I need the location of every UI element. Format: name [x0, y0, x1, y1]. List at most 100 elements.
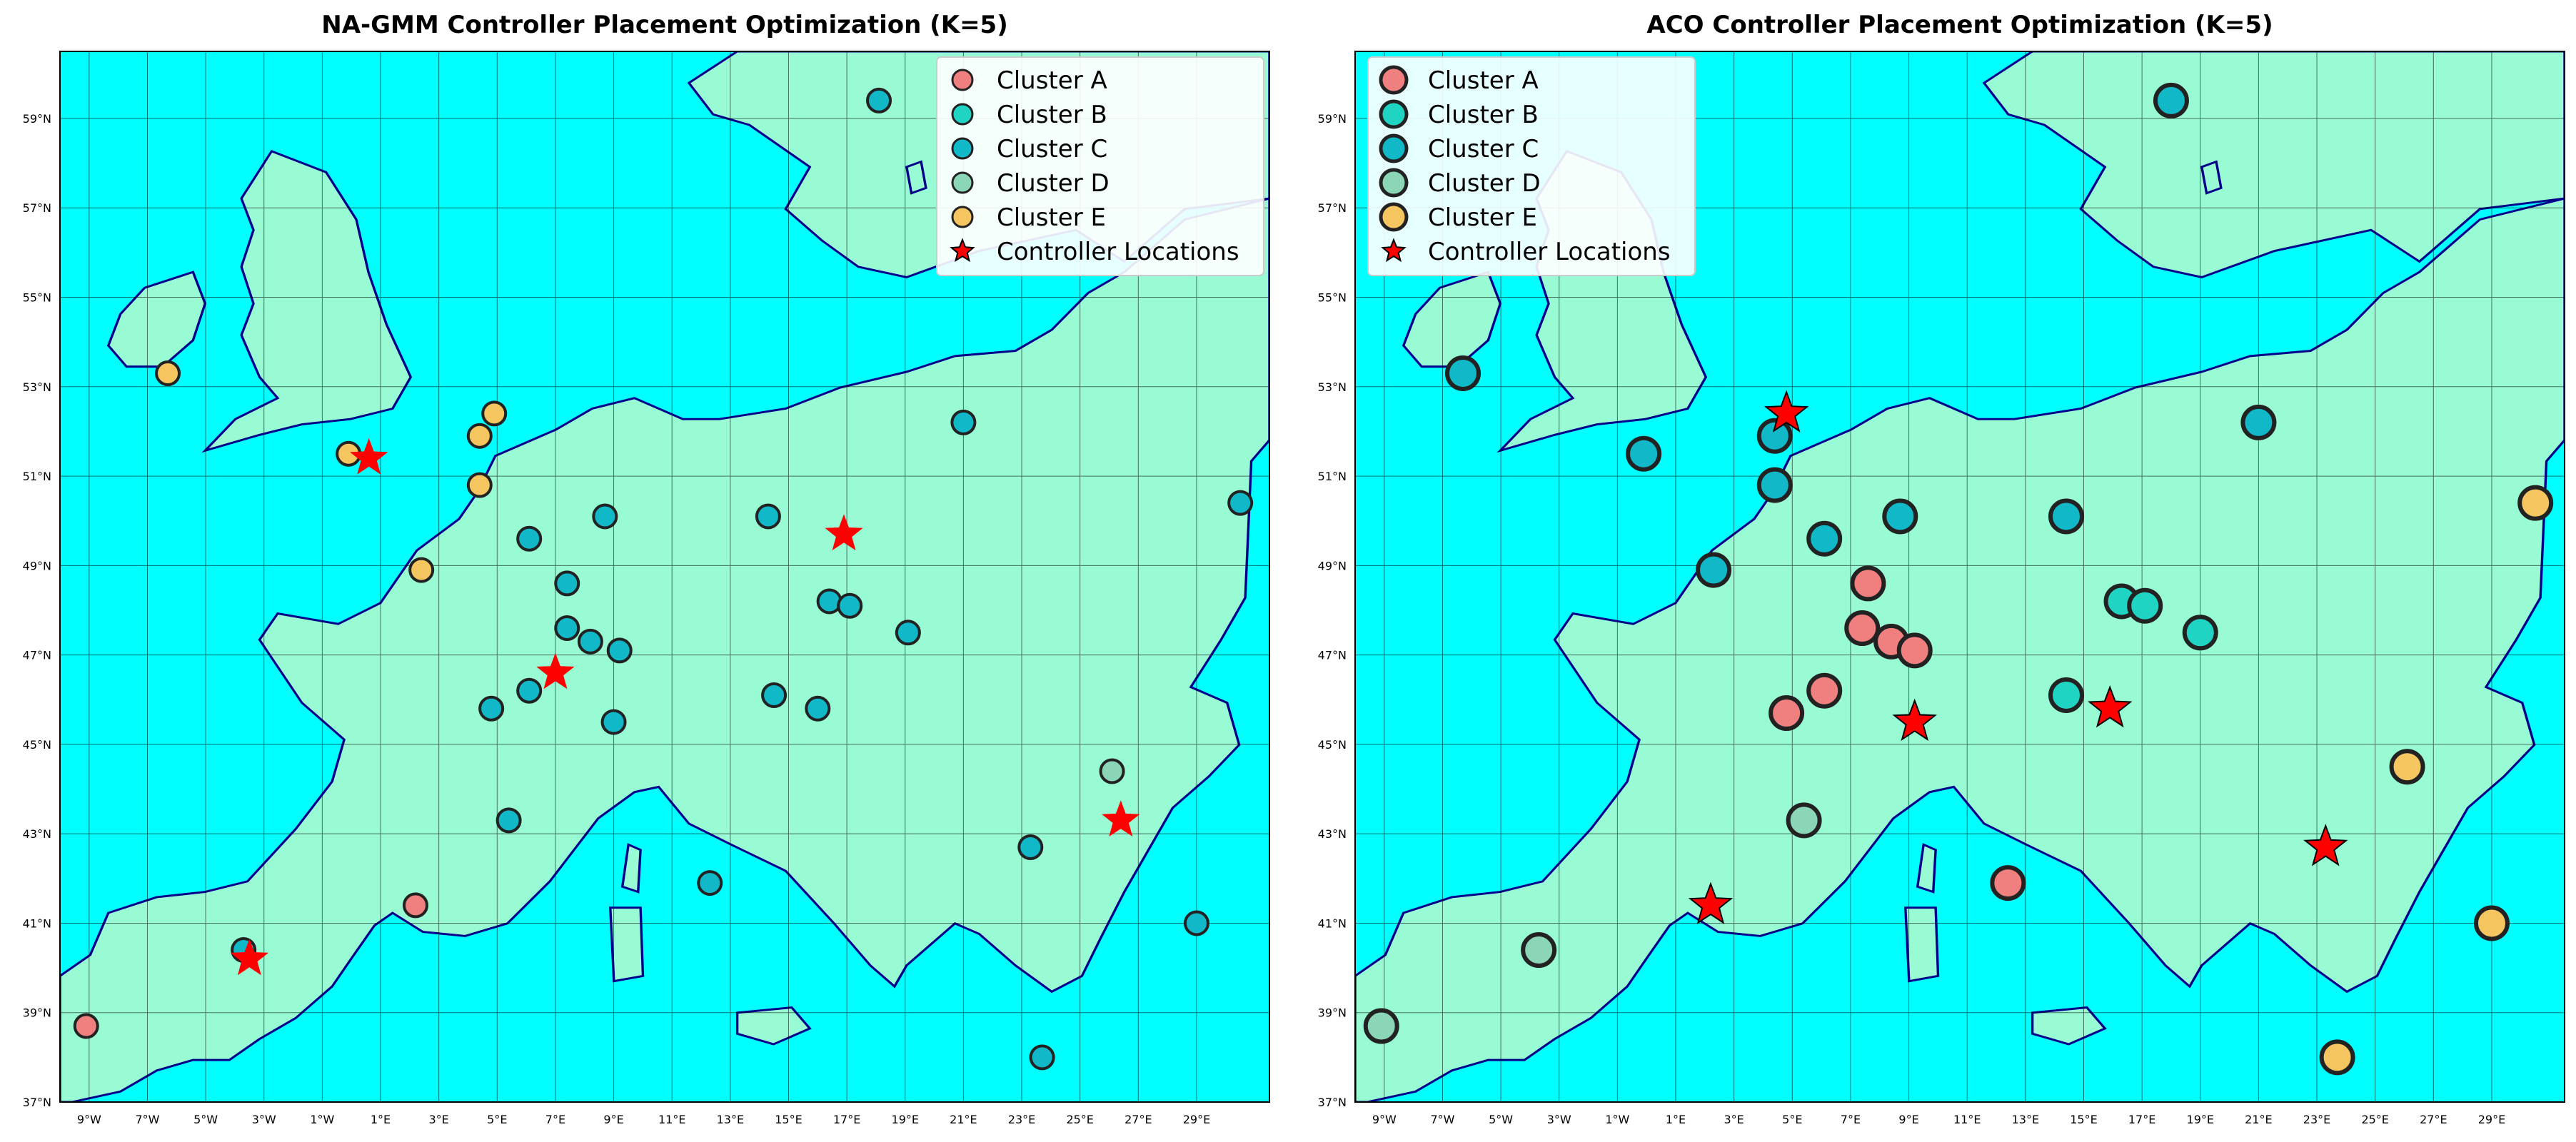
series-cluster-a [73, 892, 428, 1039]
x-tick-label: 1°W [310, 1113, 334, 1126]
legend-label: Cluster B [997, 101, 1107, 129]
legend-label: Cluster A [1428, 66, 1539, 95]
cluster-point [1850, 565, 1886, 602]
y-tick-label: 41°N [1318, 916, 1347, 930]
cluster-point [402, 892, 428, 919]
cluster-point [577, 628, 603, 655]
chart-title: NA-GMM Controller Placement Optimization… [321, 11, 1008, 39]
cluster-point [950, 409, 977, 435]
legend-label: Controller Locations [997, 238, 1239, 266]
x-tick-label: 1°E [371, 1113, 391, 1126]
series-cluster-c [231, 87, 1254, 1071]
y-tick-label: 45°N [1318, 738, 1347, 752]
cluster-point [2127, 587, 2163, 624]
legend: Cluster A Cluster B Cluster C Cluster D Clus… [1367, 56, 1696, 276]
series-cluster-d [1099, 758, 1125, 784]
cluster-point [1099, 758, 1125, 784]
cluster-point [1896, 632, 1933, 669]
series-cluster-b [2048, 583, 2218, 713]
legend-circle-marker [1379, 133, 1409, 163]
legend-circle-marker [951, 206, 974, 228]
cluster-point [554, 570, 580, 597]
cluster-point [2517, 485, 2554, 521]
x-tick-label: 13°E [2012, 1113, 2039, 1126]
cluster-point [1990, 865, 2026, 901]
cluster-point [2389, 749, 2425, 785]
controller-star [350, 438, 388, 475]
cluster-point [2240, 404, 2277, 440]
x-tick-label: 23°E [1008, 1113, 1035, 1126]
cluster-point [1786, 802, 1822, 839]
y-tick-label: 59°N [23, 112, 51, 126]
y-tick-label: 55°N [23, 291, 51, 305]
series-cluster-c [1445, 82, 2277, 588]
legend-circle-marker [1379, 168, 1409, 198]
legend-circle-marker [1379, 202, 1409, 232]
x-tick-label: 9°W [1372, 1113, 1397, 1126]
x-tick-label: 17°E [2128, 1113, 2155, 1126]
x-tick-label: 11°E [658, 1113, 685, 1126]
y-tick-label: 53°N [1318, 380, 1347, 394]
cluster-point [1626, 435, 1662, 472]
y-tick-label: 57°N [23, 201, 51, 215]
cluster-point [516, 525, 543, 552]
legend-label: Controller Locations [1428, 238, 1671, 266]
series-cluster-e [2319, 485, 2554, 1076]
y-tick-label: 51°N [23, 470, 51, 483]
x-tick-label: 27°E [1125, 1113, 1152, 1126]
y-tick-label: 53°N [23, 380, 51, 394]
x-tick-label: 9°W [77, 1113, 101, 1126]
legend-label: Cluster C [997, 135, 1107, 163]
cluster-point [600, 709, 627, 735]
x-tick-label: 1°W [1605, 1113, 1629, 1126]
y-tick-label: 47°N [23, 649, 51, 662]
legend-star-marker [1381, 238, 1407, 263]
x-tick-label: 25°E [1066, 1113, 1093, 1126]
x-tick-label: 7°W [135, 1113, 159, 1126]
x-tick-label: 29°E [1183, 1113, 1210, 1126]
plot-frame [59, 51, 1270, 1103]
panel-na-gmm: NA-GMM Controller Placement Optimization… [23, 11, 1270, 1126]
cluster-point [1183, 910, 1209, 936]
cluster-point [866, 87, 892, 113]
controller-star [536, 652, 575, 689]
x-tick-label: 27°E [2420, 1113, 2447, 1126]
y-tick-label: 37°N [1318, 1096, 1347, 1109]
x-tick-label: 7°W [1430, 1113, 1454, 1126]
y-tick-label: 41°N [23, 916, 51, 930]
panel-aco: ACO Controller Placement Optimization (K… [1318, 11, 2565, 1126]
cluster-point [2319, 1039, 2355, 1076]
y-tick-label: 39°N [23, 1006, 51, 1020]
legend-label: Cluster A [997, 66, 1107, 95]
x-tick-label: 29°E [2478, 1113, 2505, 1126]
legend-label: Cluster D [997, 169, 1110, 198]
cluster-point [481, 400, 508, 427]
cluster-point [1806, 520, 1843, 557]
x-tick-label: 5°E [487, 1113, 507, 1126]
cluster-point [2153, 82, 2189, 118]
x-tick-label: 13°E [717, 1113, 744, 1126]
controller-star [1764, 390, 1809, 433]
y-tick-label: 43°N [1318, 827, 1347, 841]
cluster-point [495, 807, 522, 834]
series-controller-locations [1688, 390, 2348, 925]
cluster-point [554, 615, 580, 642]
x-tick-label: 9°E [1898, 1113, 1918, 1126]
x-tick-label: 11°E [1953, 1113, 1981, 1126]
chart-title: ACO Controller Placement Optimization (K… [1646, 11, 2273, 39]
y-tick-label: 49°N [1318, 559, 1347, 572]
legend-label: Cluster B [1428, 101, 1539, 129]
x-tick-label: 3°E [1724, 1113, 1744, 1126]
x-tick-label: 5°E [1782, 1113, 1802, 1126]
controller-star [1688, 881, 1734, 925]
x-tick-label: 19°E [2187, 1113, 2214, 1126]
x-tick-label: 9°E [603, 1113, 623, 1126]
x-tick-label: 15°E [775, 1113, 802, 1126]
cluster-point [1227, 490, 1254, 516]
cluster-point [761, 682, 788, 708]
cluster-point [466, 423, 493, 449]
legend-circle-marker [951, 137, 974, 160]
cluster-point [408, 557, 435, 583]
cluster-point [816, 588, 842, 615]
